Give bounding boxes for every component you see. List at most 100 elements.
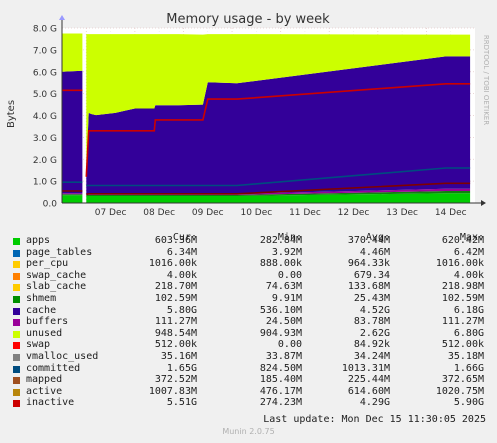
legend-row-cache: cache 5.80G 536.10M 4.52G 6.18G (0, 305, 497, 317)
area-apps (62, 195, 83, 203)
stacked-areas (62, 33, 471, 203)
legend-min: 536.10M (259, 304, 302, 316)
legend-name: committed (26, 362, 81, 374)
legend-cur: 1007.83M (148, 385, 197, 397)
legend-header-avg: Avg: (365, 232, 390, 243)
legend-min: 904.93M (259, 327, 302, 339)
legend-min: 33.87M (265, 351, 302, 362)
legend-swatch (13, 400, 20, 408)
legend-cur: 35.16M (160, 351, 197, 362)
legend-cur: 4.00k (166, 269, 197, 281)
area-unused (62, 33, 83, 72)
y-tick-label: 2.0 G (33, 156, 57, 166)
legend-cur: 1.65G (166, 362, 197, 374)
legend-max: 6.18G (453, 304, 484, 316)
legend-avg: 370.44M (347, 235, 390, 246)
x-tick-label: 14 Dec (435, 208, 467, 218)
watermark: RRDTOOL / TOBI OETIKER (482, 35, 490, 125)
legend-name: swap_cache (26, 269, 87, 281)
area-cache (86, 56, 471, 194)
legend-swatch (13, 284, 20, 292)
area-shmem (62, 194, 83, 196)
legend-cur: 5.51G (166, 397, 197, 409)
memory-chart: Memory usage - by week Bytes RRDTOOL / T… (6, 12, 490, 218)
legend-min: 74.63M (265, 281, 302, 293)
legend-swatch (13, 296, 20, 303)
legend-row-swap_cache: swap_cache 4.00k 0.00 679.34 4.00k (0, 270, 497, 282)
legend-row-page_tables: page_tables 6.34M 3.92M 4.46M 6.42M (0, 247, 497, 259)
legend-max: 512.00k (441, 339, 484, 351)
legend-avg: 83.78M (353, 316, 390, 328)
legend-swatch (13, 272, 20, 280)
legend-header-min: Min: (277, 232, 302, 243)
version-label: Munin 2.0.75 (222, 427, 275, 436)
line-committed (86, 167, 471, 187)
legend-avg: 679.34 (353, 269, 390, 281)
x-tick-label: 10 Dec (240, 208, 272, 218)
y-tick-label: 6.0 G (33, 68, 57, 78)
legend-avg: 4.46M (359, 246, 390, 258)
legend-avg: 4.29G (359, 397, 390, 409)
legend-name: cache (26, 304, 57, 316)
legend-max: 372.65M (441, 374, 484, 386)
y-tick-label: 3.0 G (33, 134, 57, 144)
legend-max: 1016.00k (435, 258, 484, 270)
legend-swatch (13, 238, 20, 245)
legend-avg: 964.33k (347, 258, 390, 270)
legend-swatch (13, 388, 20, 396)
legend-swatch (13, 261, 20, 269)
legend-row-mapped: mapped 372.52M 185.40M 225.44M 372.65M (0, 374, 497, 386)
legend-row-swap: swap 512.00k 0.00 84.92k 512.00k (0, 339, 497, 351)
legend-max: 111.27M (441, 316, 484, 328)
legend-min: 274.23M (259, 397, 302, 409)
legend-min: 9.91M (271, 293, 302, 304)
legend-cur: 6.34M (166, 246, 197, 258)
x-axis-arrow (481, 200, 486, 206)
axes: 0.0 1.0 G 2.0 G 3.0 G 4.0 G 5.0 G 6.0 G 7.0 G 8.… (33, 15, 486, 218)
legend-swatch (13, 307, 20, 315)
legend-avg: 1013.31M (341, 362, 390, 374)
legend-swatch (13, 319, 20, 327)
legend-name: apps (26, 235, 51, 246)
legend-cur: 218.70M (154, 281, 197, 293)
legend-cur: 111.27M (154, 316, 197, 328)
legend-avg: 133.68M (347, 281, 390, 293)
legend-cur: 102.59M (154, 293, 197, 304)
legend-swatch (13, 342, 20, 350)
legend-min: 888.00k (259, 258, 302, 270)
y-tick-label: 7.0 G (33, 46, 57, 56)
legend-cur: 603.36M (154, 235, 197, 246)
legend-cur: 948.54M (154, 327, 197, 339)
legend-avg: 84.92k (353, 339, 390, 351)
legend-row-buffers: buffers 111.27M 24.50M 83.78M 111.27M (0, 316, 497, 328)
legend-swatch (13, 330, 20, 338)
x-tick-label: 07 Dec (95, 208, 127, 218)
legend-row-per_cpu: per_cpu 1016.00k 888.00k 964.33k 1016.00k (0, 258, 497, 270)
y-tick-label: 8.0 G (33, 25, 57, 35)
legend-avg: 614.60M (347, 385, 390, 397)
legend-name: buffers (26, 316, 69, 328)
area-buffers (62, 193, 83, 195)
x-tick-label: 09 Dec (192, 208, 224, 218)
legend-max: 5.90G (453, 397, 484, 409)
series-lines (62, 83, 471, 196)
legend-min: 0.00 (277, 269, 302, 281)
y-tick-label: 0.0 (43, 200, 58, 210)
legend-name: shmem (26, 293, 57, 304)
legend-avg: 34.24M (353, 351, 390, 362)
legend-min: 282.84M (259, 235, 302, 246)
legend-name: swap (26, 339, 51, 351)
legend-min: 24.50M (265, 316, 302, 328)
y-tick-label: 5.0 G (33, 90, 57, 100)
legend-cur: 512.00k (154, 339, 197, 351)
legend-min: 185.40M (259, 374, 302, 386)
legend-header-max: Max: (459, 232, 484, 243)
legend-cur: 5.80G (166, 304, 197, 316)
y-axis-label: Bytes (6, 100, 17, 128)
legend-cur: 372.52M (154, 374, 197, 386)
legend-min: 0.00 (277, 339, 302, 351)
legend-row-inactive: inactive 5.51G 274.23M 4.29G 5.90G (0, 397, 497, 409)
legend-max: 218.98M (441, 281, 484, 293)
legend-max: 4.00k (453, 269, 484, 281)
legend-cur: 1016.00k (148, 258, 197, 270)
